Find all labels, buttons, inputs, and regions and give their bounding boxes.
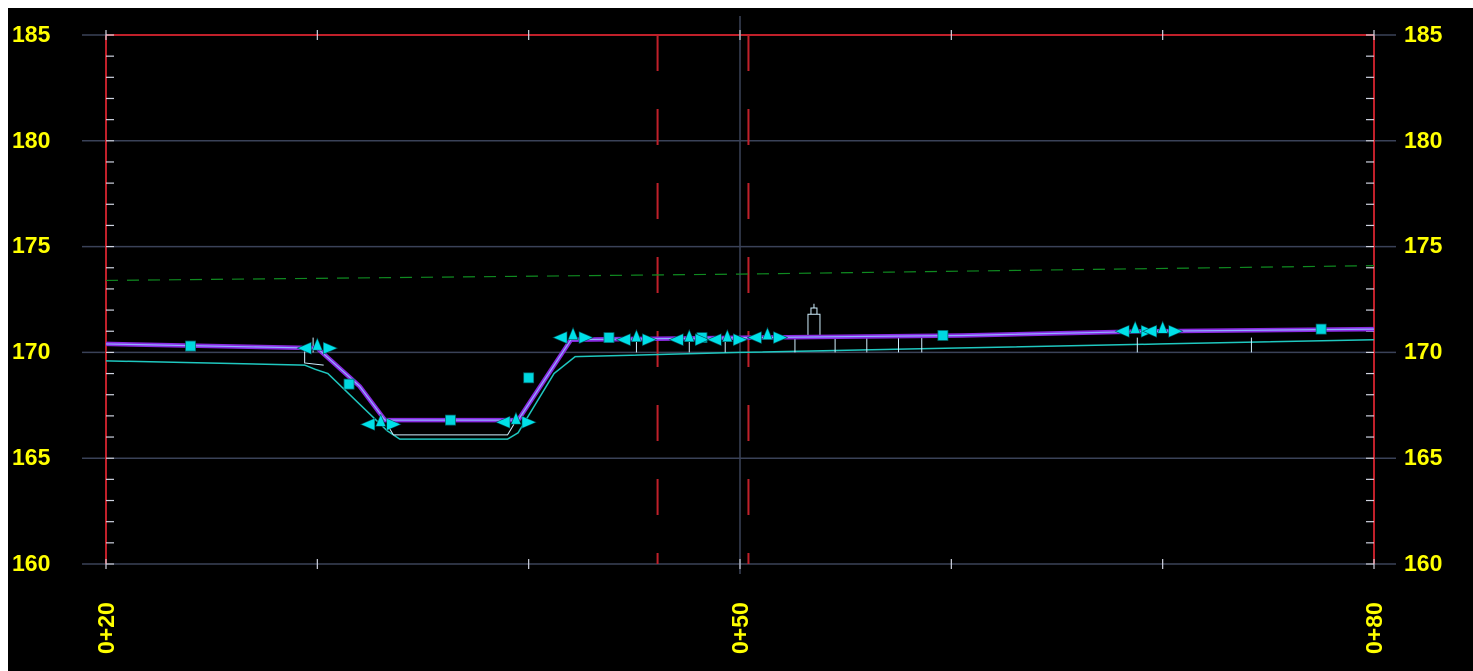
arrow-right-icon [323, 341, 339, 355]
elevation-label-left-185: 185 [12, 21, 51, 47]
square-grip-icon[interactable] [1315, 323, 1327, 335]
square-grip-icon[interactable] [603, 332, 615, 343]
square-grip-icon[interactable] [343, 378, 355, 390]
arrow-left-icon [668, 333, 684, 347]
arrow-up-icon [721, 328, 733, 343]
square-grip-icon[interactable] [185, 340, 196, 352]
profile-view[interactable]: 185 180 175 170 165 160 185 180 175 170 … [8, 8, 1473, 671]
arrow-grip-icon[interactable] [668, 328, 711, 347]
arrow-left-icon [615, 333, 631, 347]
ticks-layer [105, 30, 1375, 569]
water-table-line [105, 265, 1375, 282]
station-label-0+50: 0+50 [727, 602, 753, 654]
arrow-grip-icon[interactable] [615, 328, 658, 347]
arrow-grip-icon[interactable] [706, 328, 749, 347]
arrow-left-icon [1114, 324, 1130, 338]
arrow-right-icon [386, 417, 402, 431]
existing-ground-line [105, 338, 1375, 440]
arrow-right-icon [1168, 324, 1184, 338]
ditch-bottom-detail [386, 424, 515, 436]
arrow-left-icon [1141, 324, 1157, 338]
detail-curb-left [304, 346, 324, 366]
station-label-0+80: 0+80 [1361, 602, 1387, 654]
arrow-left-icon [552, 331, 568, 345]
square-grip-icon[interactable] [523, 372, 535, 384]
station-label-0+20: 0+20 [93, 602, 119, 654]
arrow-up-icon [510, 411, 522, 425]
arrow-right-icon [733, 333, 749, 347]
arrow-right-icon [642, 333, 658, 347]
arrow-left-icon [746, 331, 762, 345]
arrow-right-icon [773, 331, 789, 345]
elevation-label-left-170: 170 [12, 338, 50, 364]
grid-layer [82, 16, 1396, 574]
arrow-grip-icon[interactable] [359, 413, 402, 431]
elevation-label-right-165: 165 [1404, 444, 1443, 470]
arrow-right-icon [578, 331, 594, 345]
elevation-label-right-160: 160 [1404, 550, 1442, 576]
arrow-up-icon [375, 413, 387, 427]
arrow-up-icon [762, 326, 773, 340]
elevation-label-left-165: 165 [12, 444, 51, 470]
arrow-grip-icon[interactable] [296, 337, 339, 355]
square-grip-icon[interactable] [445, 414, 456, 426]
arrow-grip-icon[interactable] [552, 326, 594, 345]
elevation-label-left-175: 175 [12, 232, 51, 258]
arrow-up-icon [683, 328, 695, 343]
profile-viewport[interactable]: 185 180 175 170 165 160 185 180 175 170 … [8, 8, 1473, 671]
arrow-up-icon [630, 328, 642, 343]
elevation-label-left-160: 160 [12, 550, 50, 576]
arrow-up-icon [567, 326, 579, 340]
elevation-label-right-180: 180 [1404, 127, 1442, 153]
existing-ground-layer [105, 338, 1375, 440]
arrow-left-icon [296, 341, 312, 355]
arrow-up-icon [1129, 320, 1141, 334]
elevation-label-left-180: 180 [12, 127, 50, 153]
arrow-left-icon [359, 417, 376, 431]
water-table-layer [105, 265, 1375, 282]
arrow-up-icon [1157, 320, 1169, 334]
structure-tower-icon [807, 303, 821, 336]
arrow-grip-icon[interactable] [495, 411, 537, 429]
square-grip-icon[interactable] [937, 330, 949, 341]
elevation-label-right-175: 175 [1404, 232, 1443, 258]
arrow-left-icon [706, 333, 722, 347]
elevation-label-right-185: 185 [1404, 21, 1443, 47]
arrow-grip-icon[interactable] [746, 326, 789, 345]
arrow-left-icon [495, 415, 511, 429]
arrow-right-icon [521, 415, 537, 429]
grips-layer[interactable] [185, 320, 1327, 431]
arrow-right-icon [694, 333, 711, 347]
elevation-label-right-170: 170 [1404, 338, 1442, 364]
arrow-grip-icon[interactable] [1141, 320, 1184, 338]
arrow-up-icon [311, 337, 323, 351]
